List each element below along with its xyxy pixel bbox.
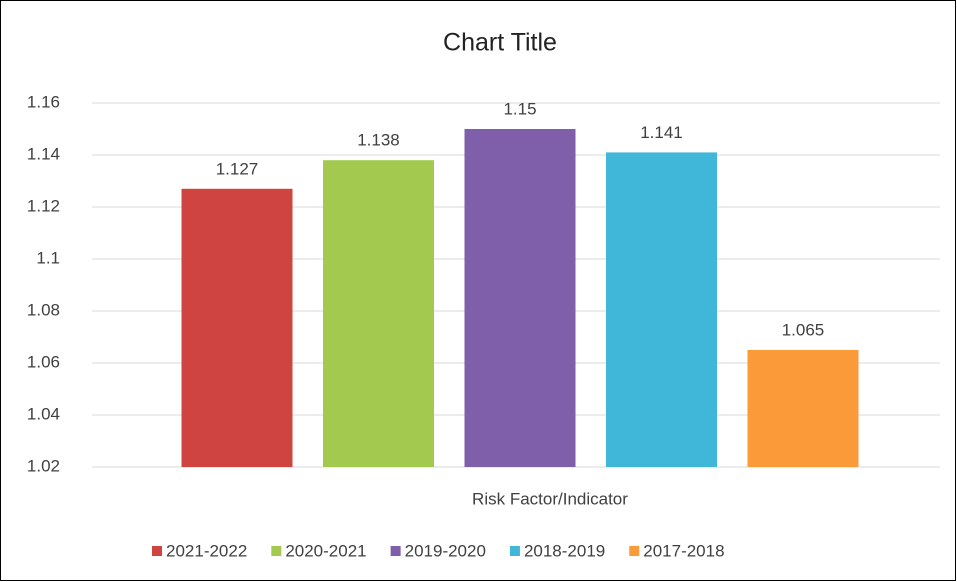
data-label: 1.127 [216,159,259,178]
y-tick-label: 1.06 [27,352,60,371]
legend-label: 2020-2021 [285,541,366,560]
legend-label: 2017-2018 [643,541,724,560]
legend-swatch [629,546,640,556]
y-tick-label: 1.14 [27,144,60,163]
legend-swatch [390,546,401,556]
data-label: 1.15 [503,99,536,118]
legend-swatch [509,546,520,556]
y-tick-label: 1.08 [27,300,60,319]
legend-label: 2018-2019 [524,541,605,560]
bar [606,152,717,467]
y-tick-label: 1.12 [27,196,60,215]
y-tick-label: 1.16 [27,92,60,111]
x-axis-label: Risk Factor/Indicator [472,489,628,508]
data-label: 1.141 [640,123,683,142]
y-tick-label: 1.02 [27,456,60,475]
chart-title: Chart Title [443,29,557,57]
legend-swatch [271,546,282,556]
legend-swatch [152,546,162,556]
data-label: 1.065 [782,320,825,339]
bar [464,129,576,467]
legend-label: 2019-2020 [405,541,486,560]
legend-label: 2021-2022 [166,541,247,560]
bar [323,160,434,467]
data-label: 1.138 [357,131,400,150]
y-tick-label: 1.04 [27,404,60,423]
bar [181,188,293,468]
y-tick-label: 1.1 [36,248,60,267]
bar [747,350,859,467]
